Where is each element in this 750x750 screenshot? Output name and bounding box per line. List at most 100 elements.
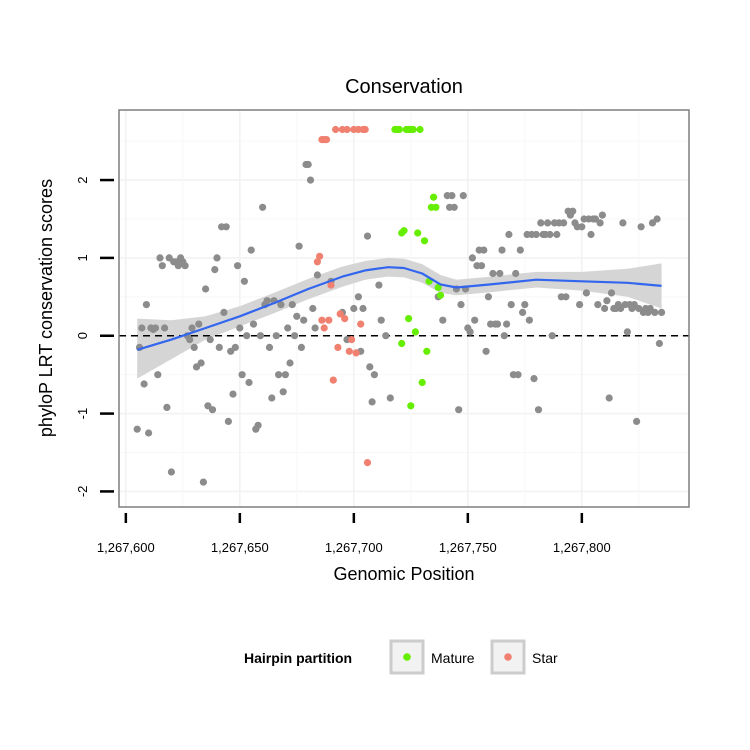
data-point-other [275, 371, 283, 379]
data-point-mature [430, 193, 438, 201]
data-point-other [514, 371, 522, 379]
data-point-mature [411, 328, 419, 336]
loess-line [136, 266, 662, 351]
data-point-mature [423, 347, 431, 355]
data-point-other [605, 394, 613, 402]
data-point-other [309, 304, 317, 313]
data-point-other [254, 421, 262, 429]
data-point-star [325, 316, 333, 324]
data-point-other [560, 219, 568, 227]
data-point-mature [418, 378, 426, 387]
data-point-star [320, 324, 328, 332]
data-point-other [603, 297, 611, 305]
data-point-mature [409, 125, 417, 134]
data-point-other [471, 316, 479, 324]
data-point-other [181, 262, 189, 270]
data-point-star [327, 281, 335, 289]
data-point-star [318, 316, 326, 324]
data-point-other [532, 230, 540, 239]
data-point-other [279, 388, 287, 396]
data-point-other [484, 293, 492, 301]
data-point-mature [395, 125, 403, 134]
data-point-other [145, 429, 153, 437]
data-point-other [300, 316, 308, 324]
data-point-other [553, 230, 561, 239]
data-point-other [222, 223, 230, 231]
data-point-other [489, 269, 497, 278]
data-point-other [493, 320, 502, 328]
data-point-other [548, 332, 556, 340]
data-point-other [234, 262, 242, 270]
data-point-other [245, 378, 253, 387]
data-point-star [334, 343, 342, 351]
legend-item-mature: Mature [389, 639, 475, 675]
legend-label-star: Star [532, 650, 558, 666]
data-point-other [306, 176, 315, 184]
x-tick-label: 1,267,800 [553, 540, 611, 555]
data-point-other [530, 375, 538, 383]
data-point-star [352, 349, 360, 357]
data-point-other [578, 223, 586, 231]
data-point-other [601, 304, 609, 313]
data-point-other [247, 246, 255, 254]
data-point-other [167, 468, 175, 476]
data-point-other [619, 219, 627, 227]
legend-label-mature: Mature [431, 650, 475, 666]
data-point-other [272, 332, 280, 340]
data-point-other [459, 192, 467, 200]
x-tick-label: 1,267,600 [97, 540, 155, 555]
data-point-other [386, 394, 394, 402]
data-point-other [658, 308, 666, 316]
data-point-mature [405, 315, 413, 323]
data-point-other [455, 406, 463, 414]
data-point-other [500, 332, 508, 340]
data-point-other [154, 371, 162, 379]
data-point-other [133, 425, 141, 433]
data-point-other [507, 301, 515, 309]
data-point-other [448, 192, 456, 200]
data-point-other [598, 211, 607, 219]
data-point-star [361, 125, 369, 134]
data-point-other [311, 324, 319, 332]
data-point-star [345, 347, 353, 355]
data-point-other [505, 230, 513, 239]
y-axis-label: phyloP LRT conservation scores [36, 179, 56, 437]
data-point-star [336, 310, 344, 318]
data-point-star [329, 376, 337, 384]
y-tick-label: 0 [75, 332, 90, 339]
panel-border [118, 109, 690, 508]
data-point-other [521, 301, 529, 309]
data-point-mature [432, 203, 440, 211]
data-point-other [304, 160, 312, 169]
data-point-other [288, 301, 296, 309]
legend-item-star: Star [490, 639, 558, 675]
data-point-other [229, 390, 237, 398]
data-point-other [231, 343, 239, 351]
chart-title: Conservation [345, 76, 463, 98]
confidence-ribbon [137, 257, 662, 379]
y-axis: -2 -1 0 1 2 [75, 176, 114, 497]
data-point-star [348, 336, 356, 344]
data-point-other [633, 417, 641, 425]
data-point-other [265, 343, 274, 351]
data-point-other [594, 301, 602, 309]
data-point-star [357, 320, 365, 328]
data-point-other [350, 304, 358, 313]
data-point-mature [434, 283, 442, 292]
data-point-other [197, 359, 205, 367]
data-point-mature [414, 229, 422, 237]
data-point-other [466, 328, 474, 336]
y-tick-label: 2 [75, 176, 90, 183]
data-point-other [582, 289, 591, 297]
data-point-other [243, 332, 251, 340]
data-point-other [382, 332, 390, 340]
data-point-other [158, 262, 166, 270]
data-point-other [519, 308, 527, 316]
data-point-other [637, 223, 645, 231]
data-point-other [537, 219, 545, 227]
data-point-other [295, 242, 303, 250]
data-point-other [366, 363, 374, 371]
data-point-other [199, 478, 207, 486]
data-point-star [343, 125, 351, 134]
data-point-other [457, 301, 465, 309]
